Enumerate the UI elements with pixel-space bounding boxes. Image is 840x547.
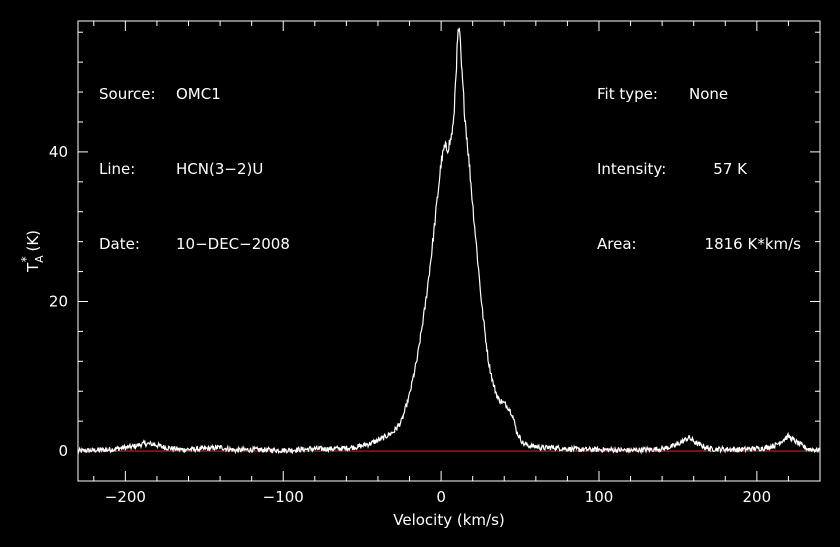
x-tick-label: 100 xyxy=(585,488,614,506)
info-line: Line: HCN(3−2)U xyxy=(99,157,290,182)
y-tick-label: 40 xyxy=(49,143,68,161)
x-tick-label: −200 xyxy=(105,488,146,506)
axis-tick-labels: −200 −100 0 100 200 0 20 40 xyxy=(49,143,771,506)
y-axis-label-main: T xyxy=(24,262,42,273)
info-panel-right: Fit type: None Intensity: 57 K Area: 1816 K… xyxy=(597,32,801,282)
x-tick-label: 0 xyxy=(436,488,446,506)
info-fit-type-key: Fit type: xyxy=(597,85,658,103)
spectrum-line xyxy=(77,27,821,455)
info-source: Source: OMC1 xyxy=(99,82,290,107)
y-axis-label: TA* (K) xyxy=(19,230,46,273)
y-tick-label: 20 xyxy=(49,292,68,310)
info-intensity: Intensity: 57 K xyxy=(597,157,801,182)
x-tick-label: 200 xyxy=(743,488,772,506)
info-date-key: Date: xyxy=(99,235,140,253)
info-line-value: HCN(3−2)U xyxy=(176,160,264,178)
info-area: Area: 1816 K*km/s xyxy=(597,232,801,257)
plot-frame xyxy=(77,20,821,482)
y-axis-label-unit: (K) xyxy=(24,230,42,256)
info-line-key: Line: xyxy=(99,160,136,178)
info-fit-type-value: None xyxy=(689,85,729,103)
info-intensity-key: Intensity: xyxy=(597,160,667,178)
info-source-value: OMC1 xyxy=(176,85,221,103)
info-source-key: Source: xyxy=(99,85,156,103)
y-tick-label: 0 xyxy=(58,442,68,460)
svg-text:TA* (K): TA* (K) xyxy=(19,230,46,273)
x-tick-label: −100 xyxy=(263,488,304,506)
info-intensity-value: 57 K xyxy=(713,160,747,178)
info-area-value: 1816 K*km/s xyxy=(704,235,801,253)
info-date: Date: 10−DEC−2008 xyxy=(99,232,290,257)
x-axis-label: Velocity (km/s) xyxy=(393,511,504,529)
info-area-key: Area: xyxy=(597,235,637,253)
info-date-value: 10−DEC−2008 xyxy=(176,235,290,253)
y-axis-label-sub: A xyxy=(33,255,46,263)
info-fit-type: Fit type: None xyxy=(597,82,801,107)
info-panel-left: Source: OMC1 Line: HCN(3−2)U Date: 10−DEC−2… xyxy=(99,32,290,282)
y-axis-label-sup: * xyxy=(19,256,33,262)
